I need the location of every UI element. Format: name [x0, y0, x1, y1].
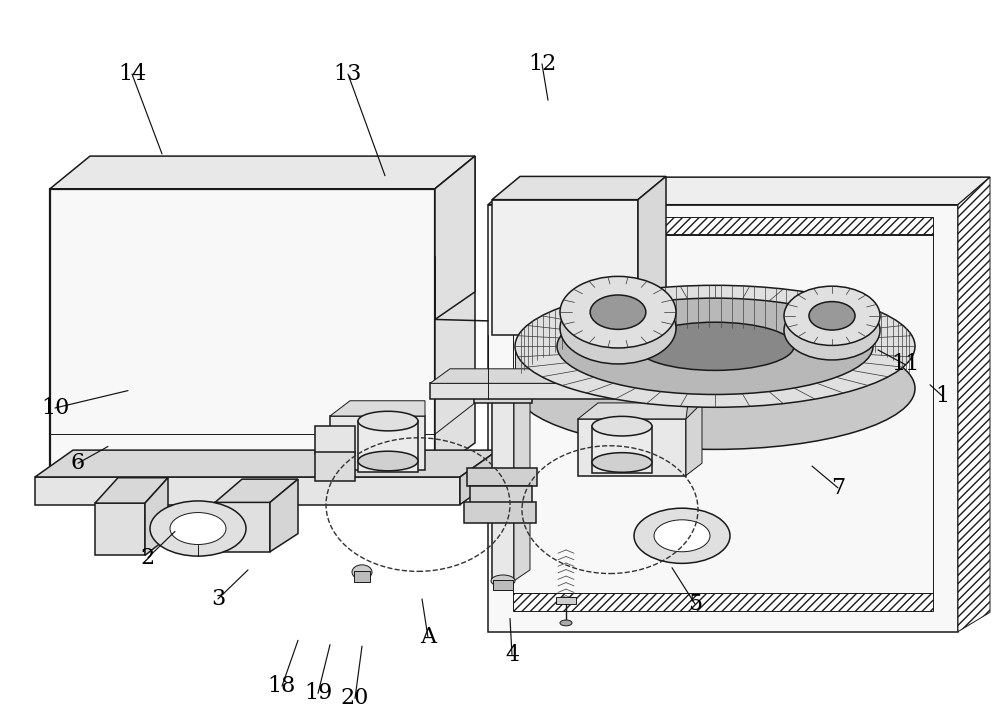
Bar [492, 401, 514, 581]
Text: A: A [420, 627, 436, 648]
Polygon shape [488, 177, 990, 205]
Polygon shape [215, 479, 298, 502]
Bar [95, 503, 145, 555]
Polygon shape [460, 450, 498, 505]
Text: 18: 18 [268, 675, 296, 697]
Polygon shape [492, 176, 666, 200]
Bar [493, 580, 513, 590]
Polygon shape [50, 156, 475, 189]
Bar [330, 416, 425, 470]
Ellipse shape [784, 286, 880, 346]
Bar [430, 383, 640, 399]
Bar [592, 426, 652, 473]
Bar [488, 205, 958, 632]
Ellipse shape [784, 301, 880, 360]
Ellipse shape [560, 293, 676, 364]
Ellipse shape [636, 322, 794, 370]
Polygon shape [958, 177, 990, 632]
Text: 5: 5 [688, 593, 702, 615]
Bar [556, 597, 576, 604]
Text: 20: 20 [341, 688, 369, 709]
Bar [513, 217, 933, 235]
Bar [215, 502, 270, 552]
Polygon shape [330, 401, 425, 416]
Bar [513, 593, 933, 611]
Ellipse shape [592, 416, 652, 436]
Polygon shape [35, 450, 498, 477]
Ellipse shape [491, 575, 515, 587]
Polygon shape [95, 478, 168, 503]
Ellipse shape [592, 453, 652, 472]
Polygon shape [515, 346, 557, 388]
Text: 11: 11 [891, 354, 919, 375]
Text: 12: 12 [528, 53, 556, 75]
Polygon shape [270, 479, 298, 552]
Text: 7: 7 [831, 477, 845, 499]
Ellipse shape [358, 451, 418, 470]
Polygon shape [430, 369, 658, 383]
Ellipse shape [352, 565, 372, 579]
Ellipse shape [515, 285, 915, 407]
Ellipse shape [515, 327, 915, 449]
Bar [578, 419, 686, 476]
Text: 1: 1 [935, 385, 949, 407]
Text: 10: 10 [41, 397, 69, 419]
Bar [358, 421, 418, 472]
Text: 19: 19 [304, 682, 332, 704]
Ellipse shape [557, 298, 873, 394]
Bar [354, 571, 370, 582]
Bar [470, 486, 532, 505]
Bar [315, 426, 355, 454]
Bar [492, 200, 638, 335]
Text: 6: 6 [71, 452, 85, 474]
Text: 4: 4 [505, 644, 519, 666]
Text: 13: 13 [334, 63, 362, 85]
Text: 2: 2 [141, 547, 155, 568]
Polygon shape [435, 156, 475, 472]
Bar [35, 477, 460, 505]
Ellipse shape [809, 301, 855, 330]
Ellipse shape [170, 513, 226, 544]
Ellipse shape [560, 277, 676, 348]
Ellipse shape [634, 508, 730, 563]
Bar [464, 502, 536, 523]
Polygon shape [435, 156, 475, 319]
Bar [474, 381, 532, 403]
Ellipse shape [150, 501, 246, 556]
Polygon shape [638, 176, 666, 335]
Ellipse shape [590, 295, 646, 330]
Ellipse shape [654, 520, 710, 552]
Polygon shape [514, 401, 530, 581]
Ellipse shape [358, 411, 418, 431]
Polygon shape [578, 403, 688, 419]
Ellipse shape [560, 620, 572, 626]
Polygon shape [145, 478, 168, 555]
Polygon shape [515, 346, 557, 388]
Polygon shape [686, 403, 702, 476]
Bar [50, 189, 435, 479]
Text: 3: 3 [211, 588, 225, 610]
Text: 14: 14 [118, 63, 146, 85]
Bar [315, 452, 355, 481]
Bar [467, 468, 537, 486]
